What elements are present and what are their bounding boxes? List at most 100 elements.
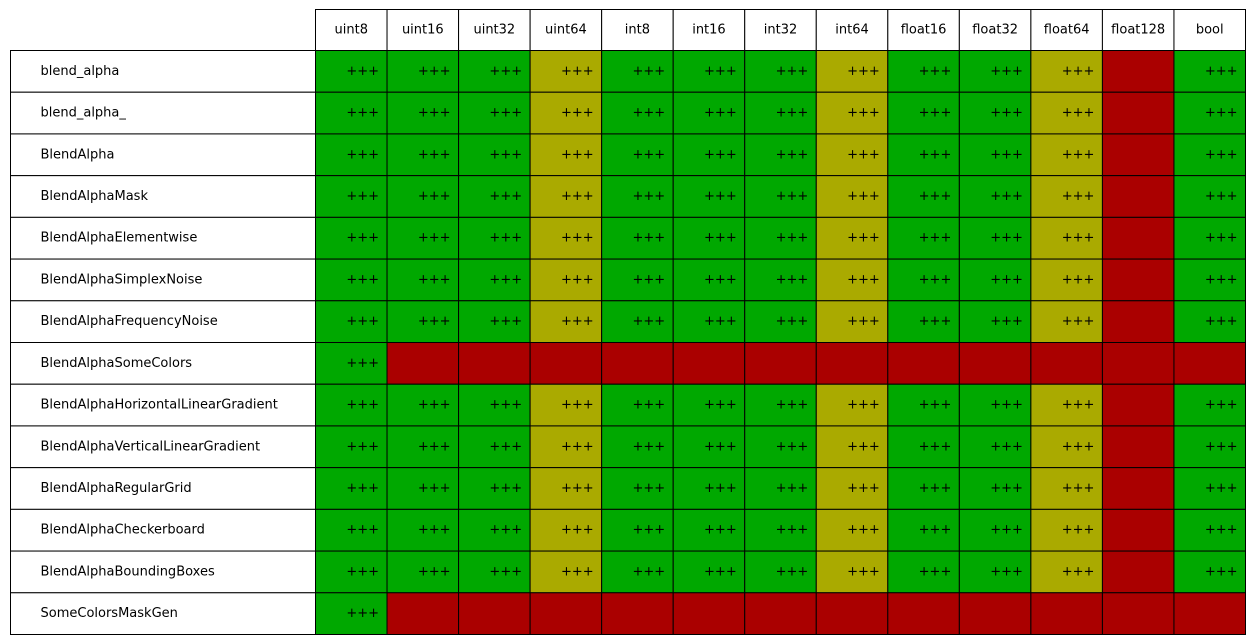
cell-text: +++	[847, 439, 880, 454]
cell	[458, 425, 531, 469]
cell	[601, 592, 674, 635]
cell	[1173, 592, 1247, 635]
cell-text: +++	[346, 231, 379, 246]
cell-text: +++	[633, 231, 666, 246]
column-header: uint64	[545, 23, 587, 38]
cell	[601, 550, 674, 594]
cell-text: +++	[1062, 523, 1095, 538]
cell	[815, 383, 889, 427]
cell	[887, 425, 960, 469]
cell	[1030, 342, 1103, 385]
cell	[1173, 258, 1247, 302]
cell-text: +++	[1062, 64, 1095, 79]
cell-text: +++	[704, 564, 737, 579]
cell	[815, 258, 889, 302]
cell-text: +++	[1205, 439, 1238, 454]
cell-text: +++	[919, 314, 952, 329]
cell-text: +++	[633, 523, 666, 538]
cell	[958, 258, 1032, 302]
cell-text: +++	[704, 147, 737, 162]
cell-text: +++	[633, 439, 666, 454]
cell-text: +++	[776, 481, 809, 496]
row-label-cell	[10, 258, 316, 302]
row-label: SomeColorsMaskGen	[41, 606, 178, 621]
cell-text: +++	[561, 523, 594, 538]
row-label: BlendAlphaFrequencyNoise	[41, 314, 218, 329]
cell	[601, 133, 674, 177]
cell-text: +++	[704, 272, 737, 287]
cell	[1173, 342, 1247, 385]
cell	[1030, 216, 1103, 260]
cell	[315, 175, 388, 218]
cell-text: +++	[847, 231, 880, 246]
cell	[815, 300, 889, 343]
cell	[815, 342, 889, 385]
cell-text: +++	[346, 314, 379, 329]
cell	[815, 425, 889, 469]
cell	[744, 133, 817, 177]
cell	[887, 50, 960, 93]
cell	[601, 383, 674, 427]
cell	[672, 300, 746, 343]
cell-text: +++	[633, 564, 666, 579]
cell-text: +++	[990, 439, 1023, 454]
cell	[887, 133, 960, 177]
cell-text: +++	[489, 398, 522, 413]
cell-text: +++	[704, 314, 737, 329]
cell	[529, 508, 603, 552]
cell-text: +++	[776, 147, 809, 162]
cell	[1101, 133, 1175, 177]
cell	[1101, 592, 1175, 635]
cell-text: +++	[1205, 189, 1238, 204]
cell-text: +++	[776, 398, 809, 413]
cell-text: +++	[418, 106, 451, 121]
cell	[1030, 592, 1103, 635]
cell-text: +++	[919, 189, 952, 204]
cell-text: +++	[1205, 398, 1238, 413]
row-label: BlendAlphaRegularGrid	[41, 481, 192, 496]
cell	[1101, 300, 1175, 343]
cell-text: +++	[418, 147, 451, 162]
cell-text: +++	[561, 481, 594, 496]
cell	[887, 592, 960, 635]
cell-text: +++	[919, 231, 952, 246]
cell-text: +++	[489, 189, 522, 204]
cell	[744, 425, 817, 469]
row-label: BlendAlphaSomeColors	[41, 356, 193, 371]
cell-text: +++	[776, 272, 809, 287]
header-cell	[815, 9, 889, 51]
cell	[672, 216, 746, 260]
row-label: BlendAlphaBoundingBoxes	[41, 564, 215, 579]
cell-text: +++	[561, 439, 594, 454]
cell	[458, 50, 531, 93]
cell-text: +++	[919, 272, 952, 287]
cell-text: +++	[847, 314, 880, 329]
cell-text: +++	[990, 272, 1023, 287]
cell-text: +++	[1062, 147, 1095, 162]
cell-text: +++	[418, 189, 451, 204]
cell-text: +++	[1205, 564, 1238, 579]
cell	[1173, 50, 1247, 93]
row-label-cell	[10, 91, 316, 135]
cell-text: +++	[561, 314, 594, 329]
cell	[529, 50, 603, 93]
cell-text: +++	[633, 314, 666, 329]
cell	[815, 175, 889, 218]
cell-text: +++	[489, 64, 522, 79]
cell	[1030, 300, 1103, 343]
cell	[1173, 216, 1247, 260]
cell-text: +++	[919, 439, 952, 454]
cell	[458, 342, 531, 385]
cell	[386, 592, 460, 635]
cell	[1030, 425, 1103, 469]
cell-text: +++	[847, 398, 880, 413]
cell-text: +++	[704, 523, 737, 538]
column-header: bool	[1196, 23, 1224, 38]
cell	[386, 50, 460, 93]
row-label: BlendAlphaElementwise	[41, 231, 198, 246]
cell-text: +++	[489, 564, 522, 579]
cell	[386, 175, 460, 218]
cell-text: +++	[919, 64, 952, 79]
cell	[744, 550, 817, 594]
